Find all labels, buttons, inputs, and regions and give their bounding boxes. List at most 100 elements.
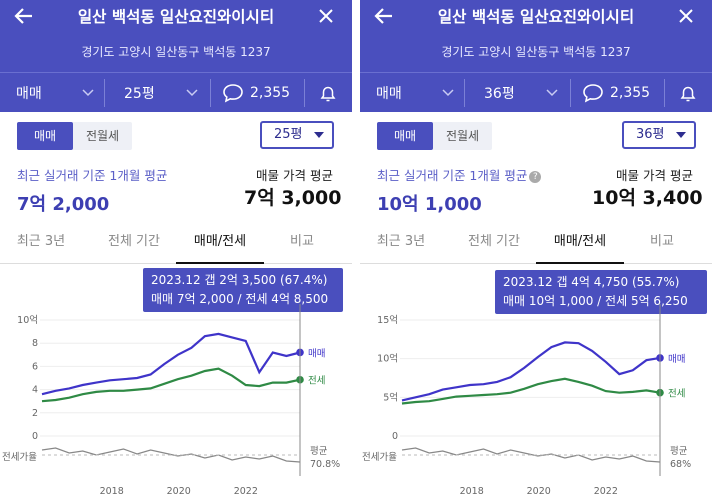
size-select-value: 25평 xyxy=(274,127,303,142)
ratio-label: 전세가율 xyxy=(2,452,37,463)
tab-compare[interactable]: 비교 xyxy=(650,234,674,249)
caret-down-icon xyxy=(314,132,324,138)
header: 일산 백석동 일산요진와이시티 경기도 고양시 일산동구 백석동 1237 매매… xyxy=(360,0,712,112)
toggle-rent[interactable]: 전월세 xyxy=(85,129,120,143)
tab-recent-3y[interactable]: 최근 3년 xyxy=(16,234,66,249)
recent-avg-label-text: 최근 실거래 기준 1개월 평균 xyxy=(377,168,528,183)
y-tick-label: 0 xyxy=(392,431,398,442)
x-tick-label: 2018 xyxy=(100,486,124,497)
asking-avg-value: 10억 3,400 xyxy=(592,187,703,209)
close-icon[interactable] xyxy=(314,4,338,28)
tab-sale-jeonse[interactable]: 매매/전세 xyxy=(536,226,624,264)
toggle-sale[interactable]: 매매 xyxy=(17,122,73,150)
deal-type-label: 매매 xyxy=(16,86,42,102)
x-tick-label: 2018 xyxy=(460,486,484,497)
tab-all-period[interactable]: 전체 기간 xyxy=(468,234,520,249)
asking-avg-label: 매물 가격 평균 xyxy=(616,168,693,183)
size-select-value: 36평 xyxy=(636,127,665,142)
size-dropdown[interactable]: 36평 xyxy=(484,73,568,113)
comment-icon xyxy=(223,84,243,103)
address: 경기도 고양시 일산동구 백석동 1237 xyxy=(441,45,631,59)
ratio-avg-label: 평균 xyxy=(670,446,688,457)
toolbar: 매매 36평 2,355 xyxy=(360,72,712,112)
x-tick-label: 2022 xyxy=(594,486,618,497)
bell-icon xyxy=(680,86,696,102)
info-icon[interactable]: ? xyxy=(529,171,542,183)
recent-avg-value: 10억 1,000 xyxy=(377,194,482,215)
y-tick-label: 10억 xyxy=(17,314,38,326)
y-tick-label: 0 xyxy=(32,431,38,442)
recent-avg-label: 최근 실거래 기준 1개월 평균 xyxy=(17,168,168,183)
comment-count: 2,355 xyxy=(250,85,291,101)
jeonse-series-label: 전세 xyxy=(308,376,325,387)
y-tick-label: 4 xyxy=(32,385,38,396)
sale-line xyxy=(401,341,661,402)
deal-type-dropdown[interactable]: 매매 xyxy=(16,73,102,113)
comments-button[interactable]: 2,355 xyxy=(222,73,302,113)
comments-button[interactable]: 2,355 xyxy=(582,73,662,113)
size-label: 25평 xyxy=(124,86,155,102)
toggle-sale[interactable]: 매매 xyxy=(377,122,433,150)
tooltip-gap: 2023.12 갭 4억 4,750 (55.7%) xyxy=(503,275,680,289)
chevron-down-icon xyxy=(186,89,198,97)
jeonse-line xyxy=(401,377,661,405)
deal-toggle: 매매 전월세 xyxy=(17,122,132,150)
size-select[interactable]: 25평 xyxy=(260,121,334,149)
x-tick-label: 2022 xyxy=(234,486,258,497)
chevron-down-icon xyxy=(442,89,454,97)
recent-avg-value: 7억 2,000 xyxy=(17,194,110,215)
tab-compare[interactable]: 비교 xyxy=(290,234,314,249)
notification-button[interactable] xyxy=(678,73,702,113)
y-tick-label: 6 xyxy=(32,361,38,372)
period-tabs: 최근 3년 전체 기간 매매/전세 비교 xyxy=(0,226,352,264)
ratio-avg-value: 70.8% xyxy=(310,459,340,470)
address: 경기도 고양시 일산동구 백석동 1237 xyxy=(81,45,271,59)
tooltip-prices: 매매 10억 1,000 / 전세 5억 6,250 xyxy=(503,294,688,308)
caret-down-icon xyxy=(676,132,686,138)
jeonse-series-label: 전세 xyxy=(668,389,685,400)
deal-type-label: 매매 xyxy=(376,86,402,102)
x-tick-label: 2020 xyxy=(167,486,191,497)
size-dropdown[interactable]: 25평 xyxy=(124,73,208,113)
comment-icon xyxy=(583,84,603,103)
back-arrow-icon[interactable] xyxy=(12,4,36,28)
y-tick-label: 5억 xyxy=(383,391,398,403)
size-label: 36평 xyxy=(484,86,515,102)
ratio-label: 전세가율 xyxy=(362,452,397,463)
y-tick-label: 8 xyxy=(32,338,38,349)
size-select[interactable]: 36평 xyxy=(622,121,696,149)
tab-all-period[interactable]: 전체 기간 xyxy=(108,234,160,249)
y-tick-label: 2 xyxy=(32,408,38,419)
x-tick-label: 2020 xyxy=(527,486,551,497)
deal-type-dropdown[interactable]: 매매 xyxy=(376,73,462,113)
tooltip-gap: 2023.12 갭 2억 3,500 (67.4%) xyxy=(151,273,328,287)
tab-sale-jeonse[interactable]: 매매/전세 xyxy=(176,226,264,264)
chevron-down-icon xyxy=(82,89,94,97)
sale-series-label: 매매 xyxy=(668,354,685,365)
panel-25py: 일산 백석동 일산요진와이시티 경기도 고양시 일산동구 백석동 1237 매매… xyxy=(0,0,352,500)
page-title: 일산 백석동 일산요진와이시티 xyxy=(437,8,635,26)
bell-icon xyxy=(320,86,336,102)
sale-series-label: 매매 xyxy=(308,348,325,359)
tab-recent-3y[interactable]: 최근 3년 xyxy=(376,234,426,249)
period-tabs: 최근 3년 전체 기간 매매/전세 비교 xyxy=(360,226,712,264)
back-arrow-icon[interactable] xyxy=(372,4,396,28)
asking-avg-value: 7억 3,000 xyxy=(244,187,342,209)
recent-avg-label: 최근 실거래 기준 1개월 평균? xyxy=(377,165,542,184)
chart-tooltip: 2023.12 갭 2억 3,500 (67.4%) 매매 7억 2,000 /… xyxy=(143,268,343,312)
comment-count: 2,355 xyxy=(610,85,651,101)
close-icon[interactable] xyxy=(674,4,698,28)
ratio-avg-label: 평균 xyxy=(310,446,328,457)
toggle-rent[interactable]: 전월세 xyxy=(445,129,480,143)
panel-36py: 일산 백석동 일산요진와이시티 경기도 고양시 일산동구 백석동 1237 매매… xyxy=(360,0,712,500)
y-tick-label: 10억 xyxy=(377,353,398,365)
chevron-down-icon xyxy=(546,89,558,97)
header: 일산 백석동 일산요진와이시티 경기도 고양시 일산동구 백석동 1237 매매… xyxy=(0,0,352,112)
toolbar: 매매 25평 2,355 xyxy=(0,72,352,112)
notification-button[interactable] xyxy=(318,73,342,113)
asking-avg-label: 매물 가격 평균 xyxy=(256,168,333,183)
y-tick-label: 15억 xyxy=(377,314,398,326)
chart-tooltip: 2023.12 갭 4억 4,750 (55.7%) 매매 10억 1,000 … xyxy=(495,270,707,314)
